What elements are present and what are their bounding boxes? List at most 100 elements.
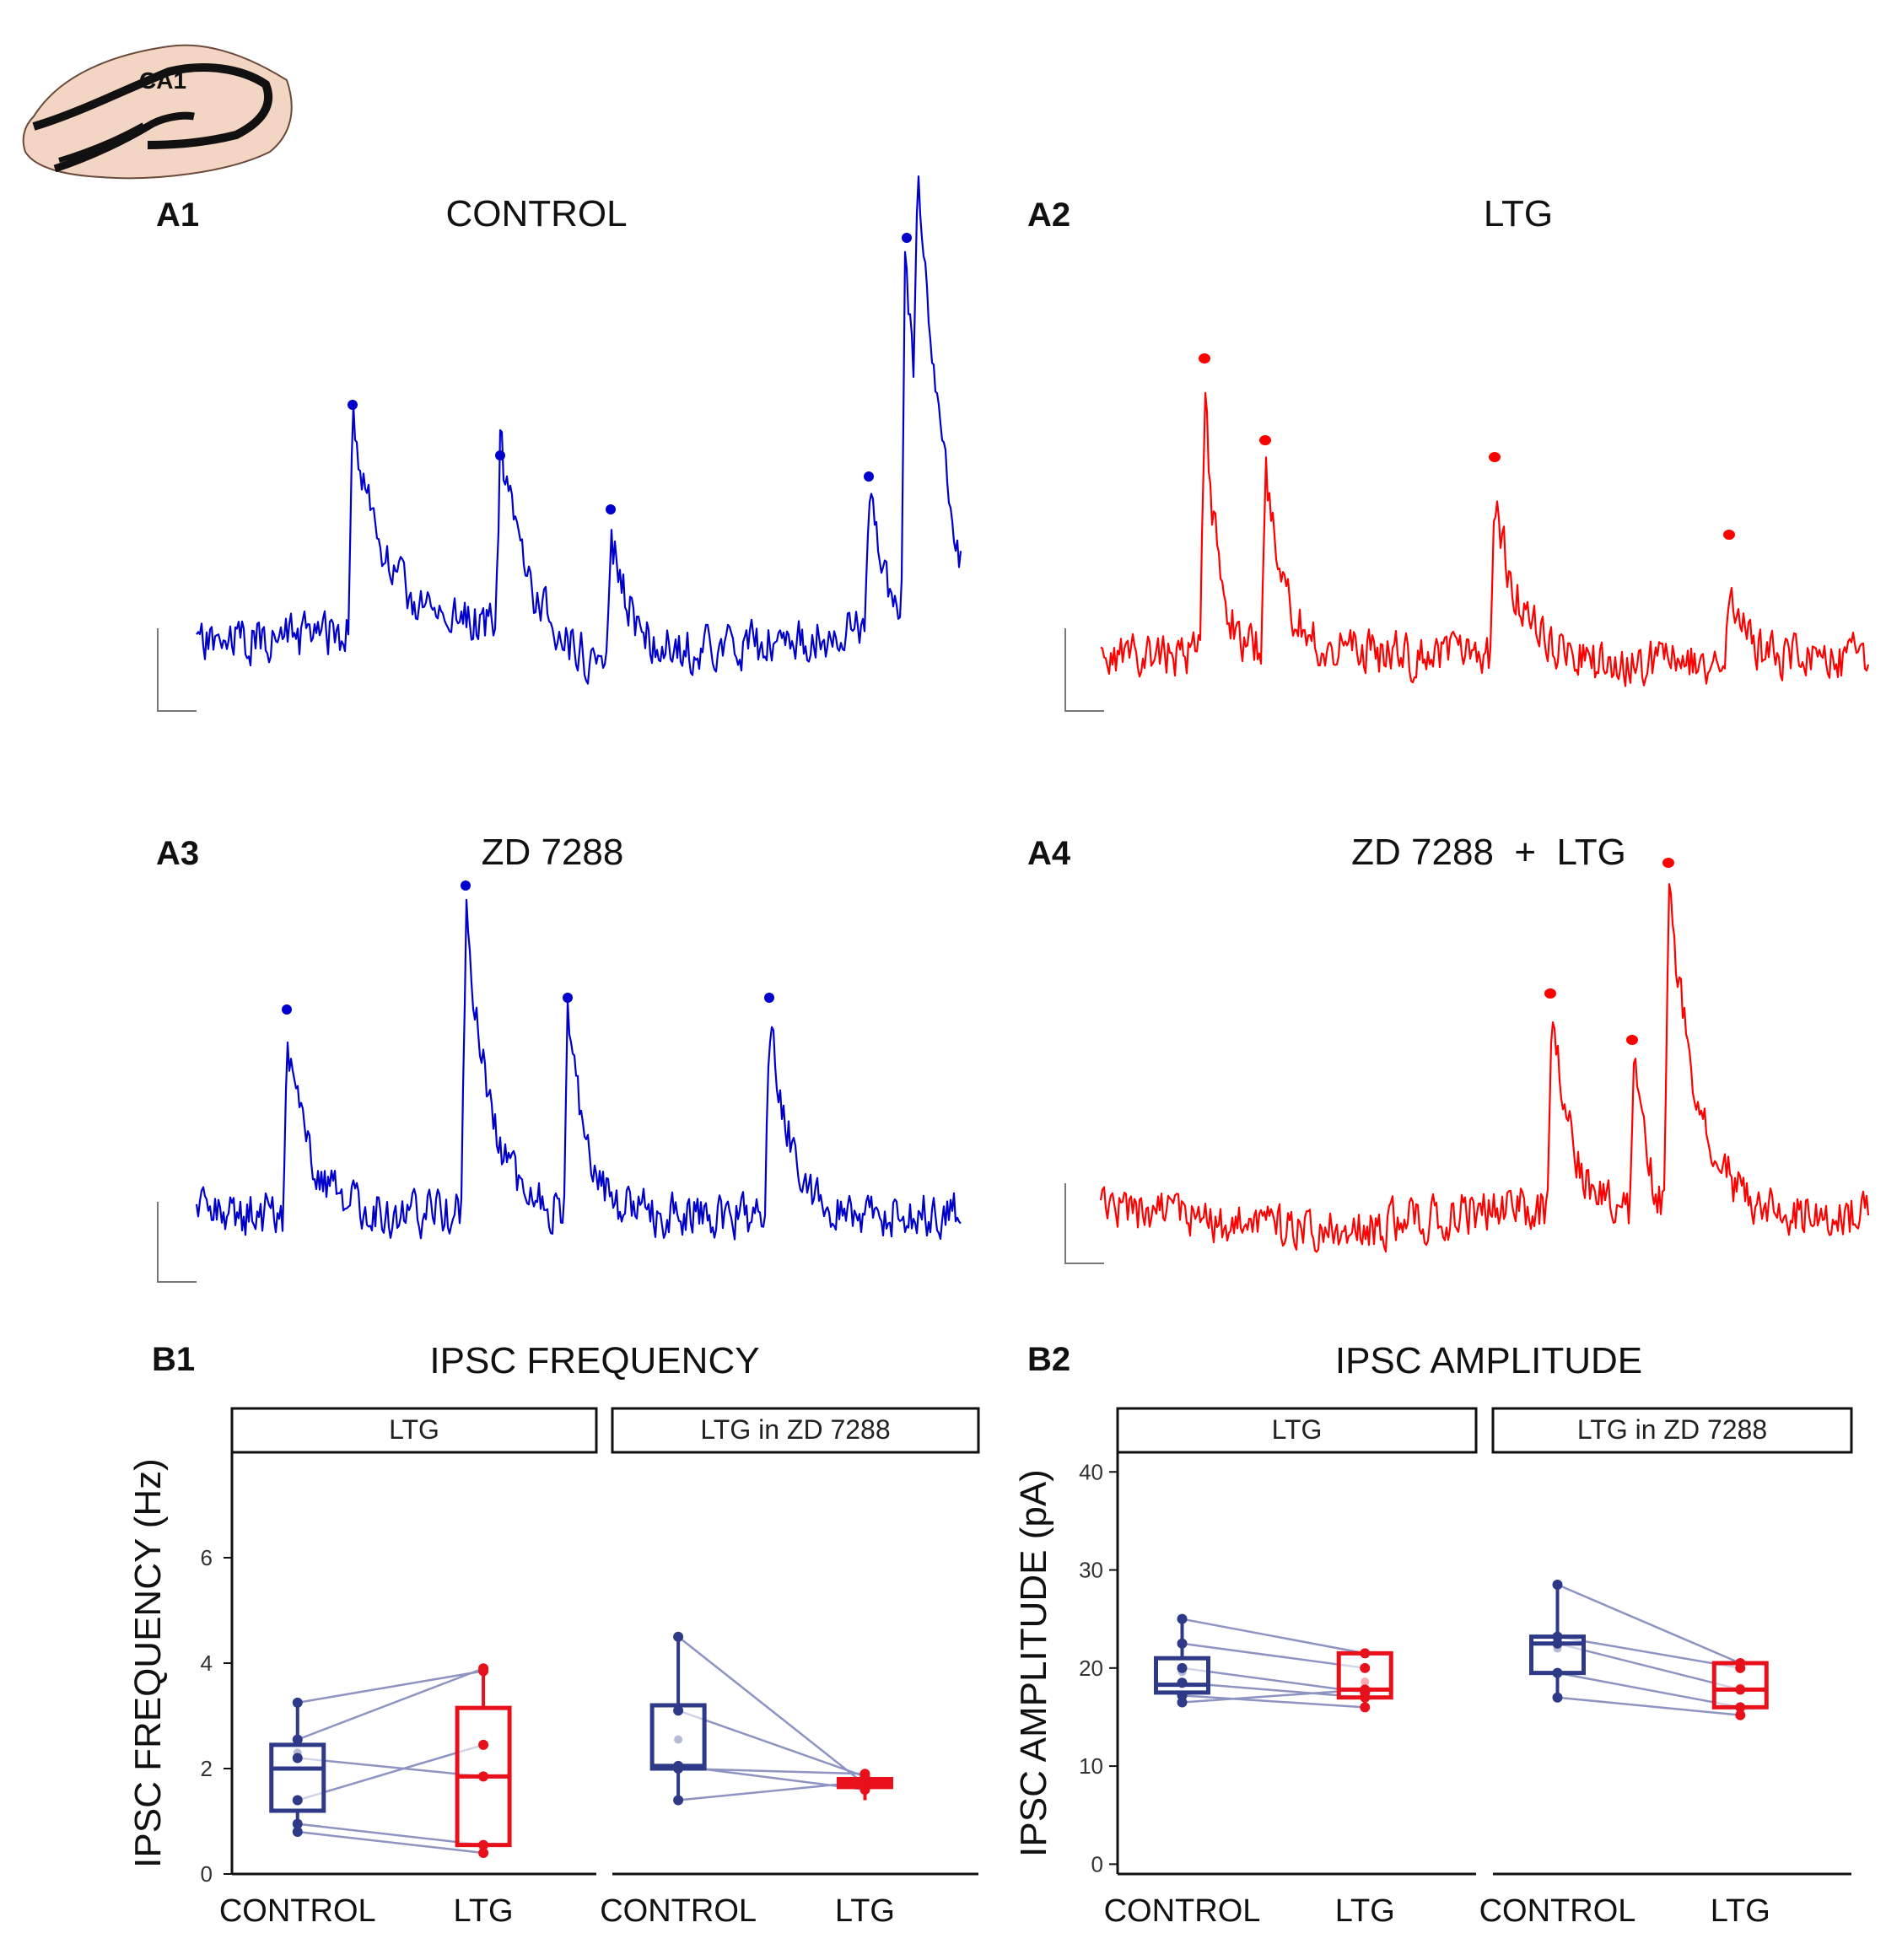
trace-panel-a4 — [1064, 858, 1870, 1264]
data-point — [1735, 1702, 1746, 1713]
ipsc-event-marker — [1489, 452, 1501, 462]
data-point — [1177, 1662, 1188, 1673]
box-mean-point — [1361, 1677, 1370, 1687]
data-point — [478, 1739, 489, 1750]
facet-strip-label: LTG — [389, 1414, 439, 1445]
x-tick-label: CONTROL — [600, 1893, 757, 1929]
scale-bar — [157, 628, 197, 712]
data-point — [1177, 1613, 1188, 1624]
data-point — [1735, 1710, 1746, 1720]
ipsc-event-marker — [1626, 1035, 1638, 1045]
y-tick-label: 10 — [1079, 1753, 1103, 1779]
facet-strip — [1491, 1407, 1853, 1454]
trace-panel-a3 — [157, 880, 962, 1283]
ipsc-event-marker — [864, 471, 874, 482]
ipsc-event-marker — [1662, 858, 1674, 868]
x-tick-label: CONTROL — [1104, 1893, 1261, 1929]
panel-title-b2: IPSC AMPLITUDE — [1335, 1340, 1642, 1381]
boxplot-panel-b2: 0 10 20 30 40 IPSC AMPLITUDE (pA) LTG CONTROL LT… — [1013, 1407, 1853, 1929]
data-point — [1360, 1662, 1371, 1673]
facet-strip — [1116, 1407, 1478, 1454]
data-point — [478, 1848, 489, 1858]
paired-line — [677, 1780, 865, 1801]
panel-title-a1: CONTROL — [445, 193, 627, 234]
y-tick-label: 40 — [1079, 1459, 1103, 1484]
ipsc-event-marker — [1723, 530, 1735, 540]
data-point — [478, 1839, 489, 1850]
paired-line — [1557, 1583, 1741, 1665]
ipsc-event-marker — [606, 504, 616, 514]
ipsc-event-marker — [764, 993, 774, 1003]
paired-line — [297, 1823, 484, 1846]
ipsc-event-marker — [1199, 353, 1210, 363]
x-tick-label: LTG — [454, 1893, 514, 1929]
paired-line — [297, 1743, 484, 1801]
facet-strip-label: LTG — [1272, 1414, 1323, 1445]
facet-strip-label: LTG in ZD 7288 — [700, 1414, 890, 1445]
current-trace — [1099, 883, 1870, 1253]
ipsc-event-marker — [282, 1004, 292, 1015]
data-point — [1735, 1662, 1746, 1673]
paired-line — [677, 1710, 865, 1778]
panel-title-b1: IPSC FREQUENCY — [429, 1340, 759, 1381]
panel-label-b2: B2 — [1027, 1341, 1070, 1378]
paired-line — [1182, 1667, 1366, 1694]
paired-line — [297, 1757, 484, 1778]
panel-title-a2: LTG — [1484, 193, 1553, 234]
data-point — [859, 1776, 870, 1787]
paired-line — [1557, 1642, 1741, 1691]
data-point — [292, 1818, 303, 1829]
paired-line — [297, 1670, 484, 1704]
paired-line — [1182, 1618, 1366, 1655]
y-tick-label: 4 — [201, 1650, 213, 1676]
ipsc-event-marker — [495, 450, 505, 460]
paired-line — [1182, 1642, 1366, 1670]
panel-label-a4: A4 — [1027, 835, 1071, 872]
paired-line — [1557, 1672, 1741, 1709]
data-point — [673, 1631, 684, 1642]
paired-line — [297, 1667, 484, 1741]
paired-line — [297, 1830, 484, 1855]
data-point — [673, 1795, 684, 1806]
data-point — [859, 1785, 870, 1795]
data-point — [1552, 1579, 1563, 1590]
data-point — [859, 1769, 870, 1780]
ipsc-event-marker — [348, 400, 358, 410]
data-point — [292, 1795, 303, 1806]
x-tick-label: CONTROL — [1479, 1893, 1636, 1929]
data-point — [1360, 1684, 1371, 1695]
data-point — [1552, 1638, 1563, 1649]
facet-strip-label: LTG in ZD 7288 — [1577, 1414, 1767, 1445]
ipsc-event-marker — [563, 993, 573, 1003]
scale-bar — [157, 1202, 197, 1283]
current-trace — [1100, 391, 1870, 687]
facet-strip — [611, 1407, 980, 1454]
ipsc-event-marker — [1544, 988, 1556, 999]
data-point — [1360, 1648, 1371, 1659]
paired-line — [1182, 1682, 1366, 1699]
trace-panel-a2 — [1064, 353, 1870, 712]
ipsc-event-marker — [1259, 435, 1271, 445]
panel-label-a2: A2 — [1027, 197, 1070, 234]
hippocampus-ca1-icon: CA1 — [22, 44, 293, 180]
data-point — [292, 1753, 303, 1763]
scale-bar — [1064, 628, 1104, 712]
x-tick-label: LTG — [1711, 1893, 1770, 1929]
data-point — [292, 1734, 303, 1745]
current-trace — [196, 175, 962, 685]
facet-strip — [230, 1407, 598, 1454]
y-tick-label: 0 — [1091, 1851, 1103, 1877]
ipsc-event-marker — [902, 233, 912, 243]
y-tick-label: 6 — [201, 1545, 213, 1570]
current-trace — [195, 898, 962, 1241]
data-point — [1735, 1684, 1746, 1695]
data-point — [478, 1663, 489, 1674]
y-axis-label: IPSC FREQUENCY (Hz) — [127, 1458, 169, 1868]
box-iqr — [649, 1703, 707, 1771]
y-tick-label: 0 — [201, 1861, 213, 1887]
panel-title-a4: ZD 7288 + LTG — [1351, 832, 1626, 873]
data-point — [478, 1771, 489, 1782]
box-iqr — [269, 1742, 326, 1813]
region-label: CA1 — [139, 67, 186, 94]
panel-label-a1: A1 — [156, 197, 199, 234]
